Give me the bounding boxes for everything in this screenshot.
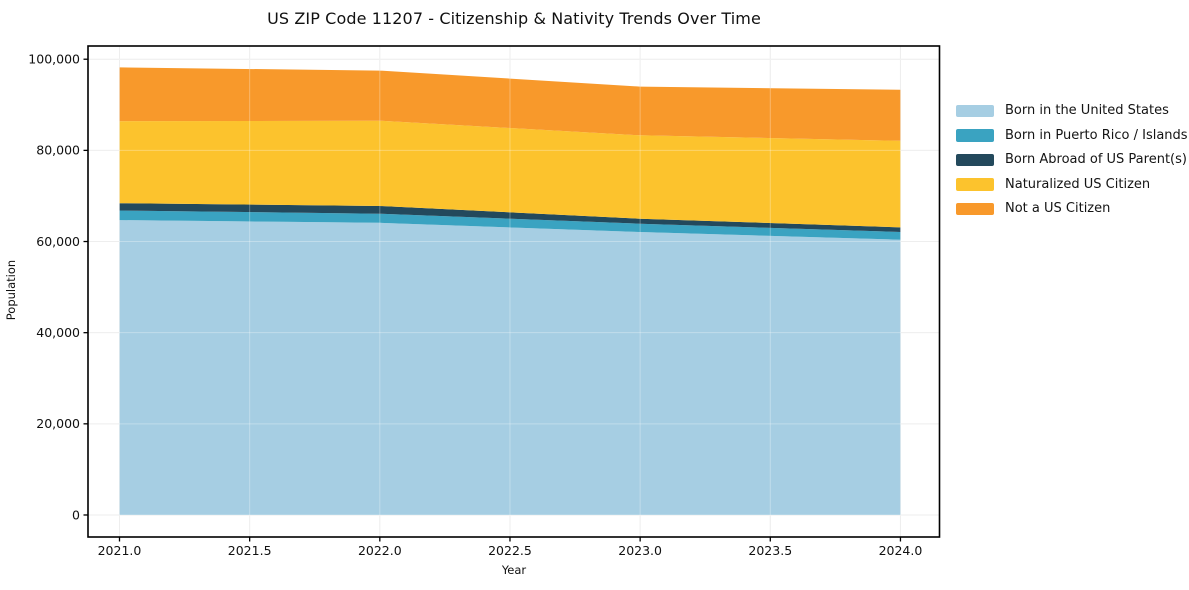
legend-swatch-naturalized [956,178,994,191]
y-tick-label: 0 [72,507,80,522]
x-tick-label: 2024.0 [879,543,923,558]
legend-label: Not a US Citizen [1005,201,1111,216]
legend-swatch-born-abroad [956,153,994,167]
x-axis-label: Year [501,563,527,577]
legend-item-born-us: Born in the United States [956,104,1188,118]
x-tick-label: 2022.5 [488,543,532,558]
y-tick-label: 100,000 [28,52,80,67]
tick-marks [83,58,902,542]
tick-labels: 0 20,000 40,000 60,000 80,000 100,000 2021.0 20… [28,52,922,558]
x-tick-label: 2021.0 [98,543,142,558]
y-axis-label: Population [4,259,18,321]
legend-label: Naturalized US Citizen [1005,176,1151,192]
legend-item-not-citizen: Not a US Citizen [956,202,1188,216]
legend: Born in the United States Born in Puerto… [956,104,1188,216]
legend-label: Born in the United States [1005,103,1169,118]
area-series-group [119,67,901,515]
gridlines-overlay [88,46,940,537]
plot-border [87,45,941,538]
area-series-4 [119,67,901,141]
area-series-2 [119,203,901,232]
legend-label: Born Abroad of US Parent(s) [1005,152,1187,167]
legend-label: Born in Puerto Rico / Islands [1005,127,1188,143]
y-tick-label: 40,000 [36,325,80,340]
chart-title: US ZIP Code 11207 - Citizenship & Nativi… [267,9,761,28]
area-series-3 [119,120,901,228]
area-series-0 [119,220,901,515]
legend-item-naturalized: Naturalized US Citizen [956,176,1188,192]
x-tick-label: 2021.5 [228,543,272,558]
legend-swatch-puerto-rico [956,129,994,142]
y-tick-label: 60,000 [36,234,80,249]
x-tick-label: 2023.5 [748,543,792,558]
legend-item-puerto-rico: Born in Puerto Rico / Islands [956,127,1188,143]
area-series-1 [119,210,901,240]
x-tick-label: 2023.0 [618,543,662,558]
legend-swatch-born-us [956,104,994,118]
legend-item-born-abroad: Born Abroad of US Parent(s) [956,153,1188,167]
legend-swatch-not-citizen [956,202,994,216]
y-tick-label: 20,000 [36,416,80,431]
x-tick-label: 2022.0 [358,543,402,558]
y-tick-label: 80,000 [36,143,80,158]
